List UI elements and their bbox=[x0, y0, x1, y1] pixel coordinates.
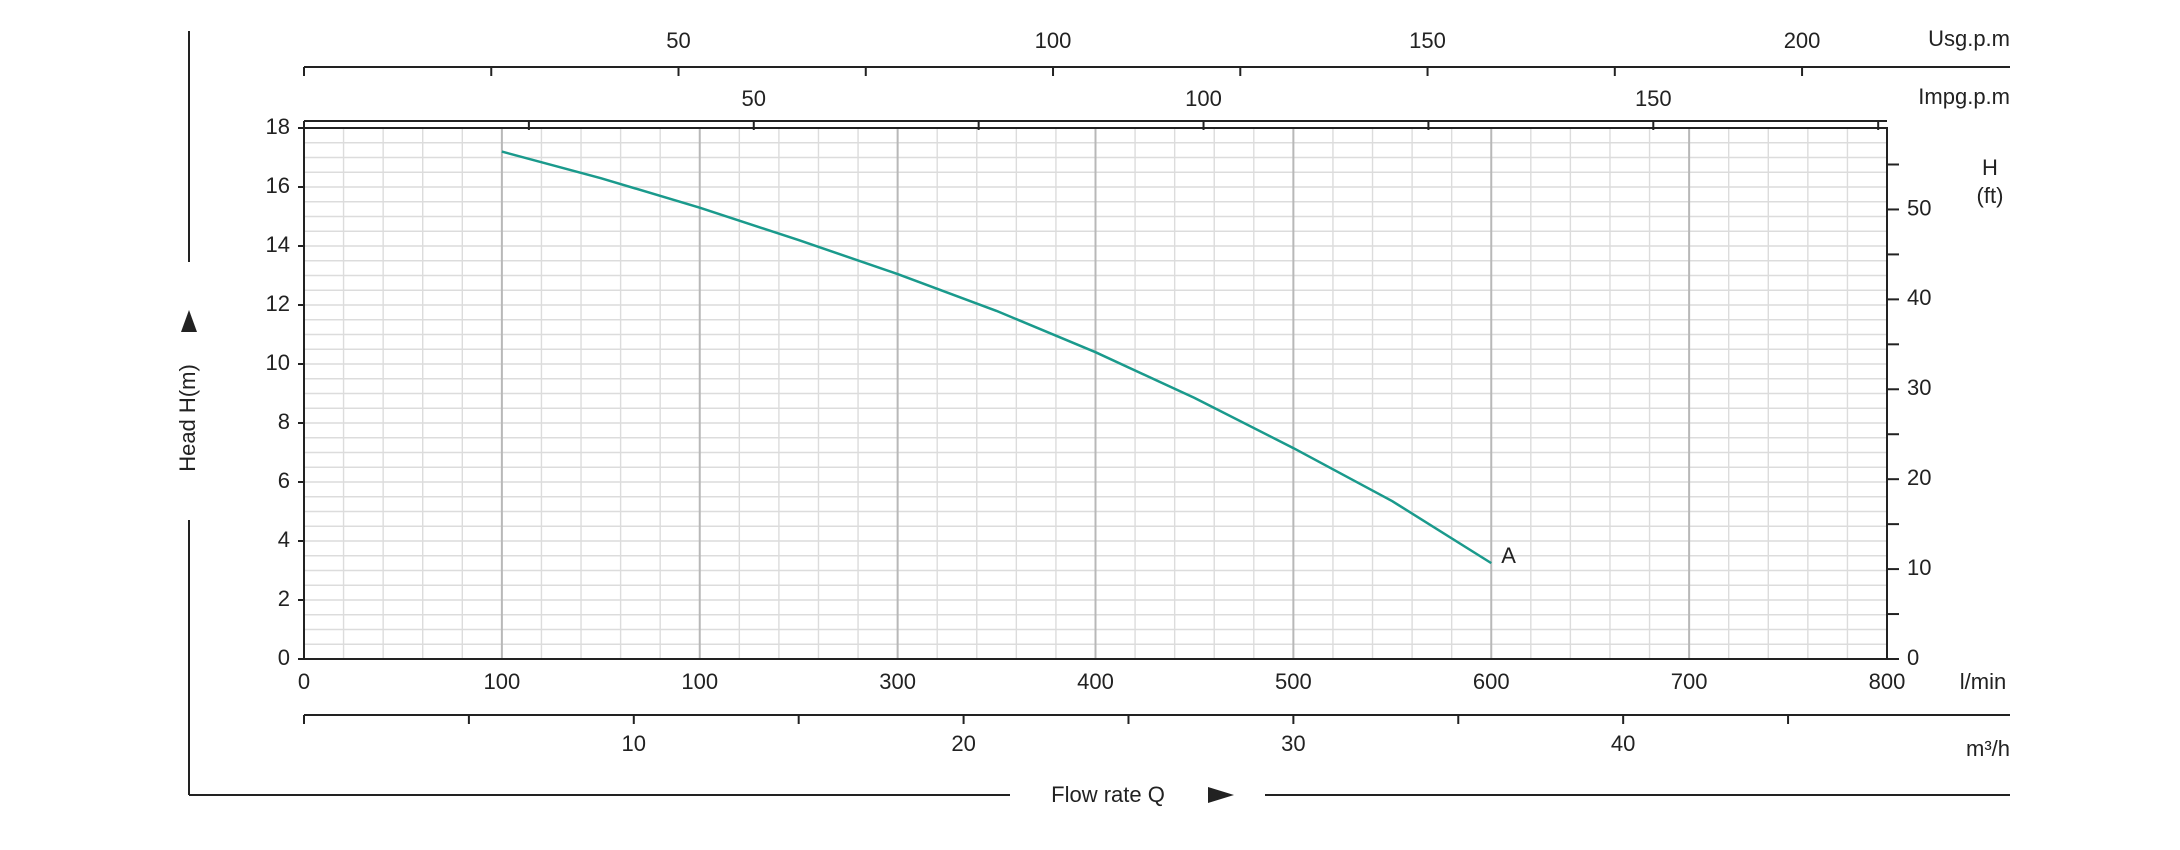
secondary-tick-label: 20 bbox=[951, 731, 975, 756]
secondary-axis-label: m³/h bbox=[1966, 736, 2010, 761]
y2-axis-label: (ft) bbox=[1977, 183, 2004, 208]
arrow-right bbox=[1208, 787, 1234, 803]
y2-tick-label: 30 bbox=[1907, 375, 1931, 400]
secondary-tick-label: 150 bbox=[1635, 86, 1672, 111]
secondary-tick-label: 150 bbox=[1409, 28, 1446, 53]
y2-tick-label: 10 bbox=[1907, 555, 1931, 580]
y-tick-label: 8 bbox=[278, 409, 290, 434]
y-tick-label: 14 bbox=[266, 232, 290, 257]
y-tick-label: 12 bbox=[266, 291, 290, 316]
secondary-tick-label: 40 bbox=[1611, 731, 1635, 756]
y2-tick-label: 50 bbox=[1907, 195, 1931, 220]
secondary-tick-label: 50 bbox=[666, 28, 690, 53]
y-axis-label: Head H(m) bbox=[175, 364, 200, 472]
secondary-tick-label: 30 bbox=[1281, 731, 1305, 756]
y-tick-label: 2 bbox=[278, 586, 290, 611]
y-tick-label: 18 bbox=[266, 114, 290, 139]
y-tick-label: 10 bbox=[266, 350, 290, 375]
y2-tick-label: 40 bbox=[1907, 285, 1931, 310]
secondary-axis-label: Usg.p.m bbox=[1928, 26, 2010, 51]
x-tick-label: 400 bbox=[1077, 669, 1114, 694]
x-tick-label: 700 bbox=[1671, 669, 1708, 694]
y2-axis-label: H bbox=[1982, 155, 1998, 180]
y-tick-label: 16 bbox=[266, 173, 290, 198]
secondary-tick-label: 10 bbox=[622, 731, 646, 756]
x-axis-label: Flow rate Q bbox=[1051, 782, 1165, 807]
x-tick-label: 800 bbox=[1869, 669, 1906, 694]
x-tick-label: 0 bbox=[298, 669, 310, 694]
plot-frame bbox=[303, 127, 1888, 660]
secondary-tick-label: 200 bbox=[1784, 28, 1821, 53]
secondary-tick-label: 50 bbox=[742, 86, 766, 111]
y-tick-label: 4 bbox=[278, 527, 290, 552]
arrow-up bbox=[181, 310, 197, 332]
x-tick-label: 500 bbox=[1275, 669, 1312, 694]
curve bbox=[501, 150, 1492, 565]
x-tick-label: 600 bbox=[1473, 669, 1510, 694]
y2-tick-label: 20 bbox=[1907, 465, 1931, 490]
x-unit-label: l/min bbox=[1960, 669, 2006, 694]
y-tick-label: 6 bbox=[278, 468, 290, 493]
secondary-axis-label: Impg.p.m bbox=[1918, 84, 2010, 109]
curve-label: A bbox=[1501, 543, 1516, 568]
secondary-tick-label: 100 bbox=[1035, 28, 1072, 53]
x-tick-label: 100 bbox=[484, 669, 521, 694]
y-tick-label: 0 bbox=[278, 645, 290, 670]
x-tick-label: 300 bbox=[879, 669, 916, 694]
x-tick-label: 100 bbox=[681, 669, 718, 694]
secondary-tick-label: 100 bbox=[1185, 86, 1222, 111]
y2-tick-label: 0 bbox=[1907, 645, 1919, 670]
